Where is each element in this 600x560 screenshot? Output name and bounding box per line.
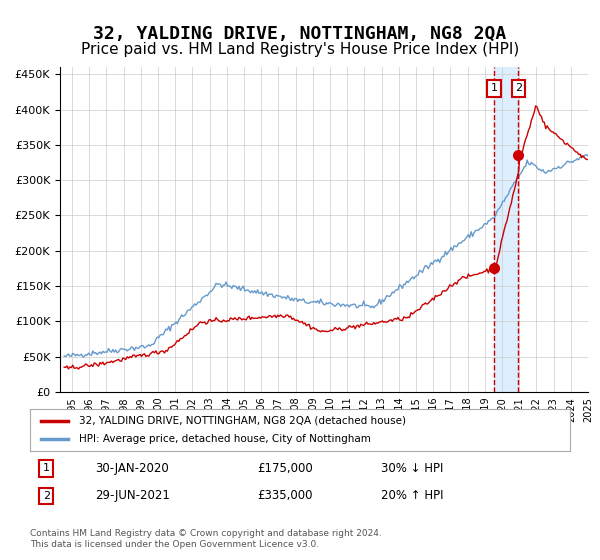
Text: 1: 1 xyxy=(491,83,497,94)
Text: 32, YALDING DRIVE, NOTTINGHAM, NG8 2QA: 32, YALDING DRIVE, NOTTINGHAM, NG8 2QA xyxy=(94,25,506,43)
Text: 32, YALDING DRIVE, NOTTINGHAM, NG8 2QA (detached house): 32, YALDING DRIVE, NOTTINGHAM, NG8 2QA (… xyxy=(79,416,406,426)
Text: 20% ↑ HPI: 20% ↑ HPI xyxy=(381,489,443,502)
Bar xyxy=(494,67,518,392)
Text: HPI: Average price, detached house, City of Nottingham: HPI: Average price, detached house, City… xyxy=(79,434,370,444)
Text: £335,000: £335,000 xyxy=(257,489,312,502)
Text: £175,000: £175,000 xyxy=(257,462,313,475)
Text: 2: 2 xyxy=(515,83,522,94)
Text: 30-JAN-2020: 30-JAN-2020 xyxy=(95,462,169,475)
Text: 2: 2 xyxy=(43,491,50,501)
Text: Contains HM Land Registry data © Crown copyright and database right 2024.
This d: Contains HM Land Registry data © Crown c… xyxy=(30,529,382,549)
Text: 30% ↓ HPI: 30% ↓ HPI xyxy=(381,462,443,475)
Text: 1: 1 xyxy=(43,463,50,473)
Text: 29-JUN-2021: 29-JUN-2021 xyxy=(95,489,170,502)
Text: Price paid vs. HM Land Registry's House Price Index (HPI): Price paid vs. HM Land Registry's House … xyxy=(81,42,519,57)
